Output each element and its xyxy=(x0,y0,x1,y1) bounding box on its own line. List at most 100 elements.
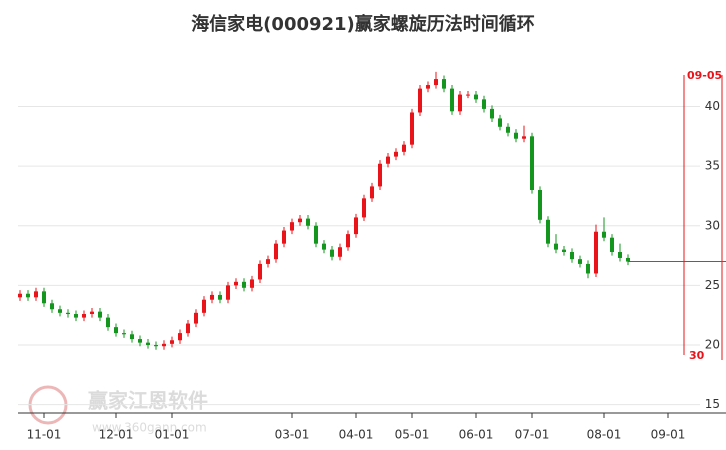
candle-body xyxy=(426,85,430,89)
candle-body xyxy=(402,144,406,152)
candle-body xyxy=(194,312,198,324)
candle-body xyxy=(218,294,222,300)
candle-body xyxy=(394,151,398,157)
candle-body xyxy=(450,88,454,112)
candle-body xyxy=(250,279,254,288)
candle-body xyxy=(146,342,150,346)
candle-body xyxy=(170,340,174,344)
y-tick-label: 15 xyxy=(705,397,720,411)
candle-body xyxy=(98,311,102,318)
y-tick-label: 40 xyxy=(705,99,720,113)
candle-body xyxy=(26,293,30,298)
candle-body xyxy=(274,243,278,260)
candle-body xyxy=(114,327,118,334)
y-tick-label: 35 xyxy=(705,159,720,173)
candle-body xyxy=(578,259,582,264)
candle-body xyxy=(554,243,558,250)
watermark-url: www.360gann.com xyxy=(92,421,207,435)
candle-body xyxy=(242,281,246,288)
candle-body xyxy=(546,219,550,244)
candle-body xyxy=(498,118,502,127)
candle-body xyxy=(74,314,78,318)
candle-body xyxy=(138,339,142,343)
candle-body xyxy=(34,291,38,298)
candle-body xyxy=(258,263,262,280)
candle-body xyxy=(626,257,630,262)
candle-body xyxy=(58,309,62,313)
cycle-count: 30 xyxy=(689,349,705,362)
x-tick-label: 06-01 xyxy=(459,428,494,442)
x-tick-label: 01-01 xyxy=(155,428,190,442)
candle-body xyxy=(50,303,54,310)
candle-body xyxy=(106,317,110,328)
candle-body xyxy=(154,345,158,347)
candle-body xyxy=(18,293,22,298)
candle-body xyxy=(594,231,598,274)
x-tick-label: 07-01 xyxy=(515,428,550,442)
candle-body xyxy=(474,94,478,100)
candle-body xyxy=(266,259,270,264)
cycle-date: 09-05 xyxy=(687,69,722,82)
candle-body xyxy=(42,291,46,304)
candle-body xyxy=(314,225,318,244)
candle-body xyxy=(466,94,470,96)
candle-body xyxy=(386,156,390,164)
candle-body xyxy=(586,263,590,274)
candle-body xyxy=(130,334,134,340)
candle-body xyxy=(538,189,542,220)
x-tick-label: 05-01 xyxy=(395,428,430,442)
candle-body xyxy=(490,108,494,119)
x-tick-label: 11-01 xyxy=(27,428,62,442)
candle-body xyxy=(362,198,366,218)
watermark-text: 赢家江恩软件 xyxy=(88,389,208,413)
candle-body xyxy=(610,237,614,253)
candle-body xyxy=(442,79,446,89)
candle-body xyxy=(618,252,622,258)
x-tick-label: 09-01 xyxy=(651,428,686,442)
candle-body xyxy=(522,136,526,139)
candle-body xyxy=(90,311,94,315)
candle-body xyxy=(162,343,166,347)
candle-body xyxy=(298,218,302,223)
candle-body xyxy=(322,243,326,250)
candle-body xyxy=(178,333,182,341)
candle-body xyxy=(370,186,374,199)
candle-body xyxy=(562,249,566,253)
x-tick-label: 08-01 xyxy=(587,428,622,442)
candle-body xyxy=(330,249,334,257)
candle-body xyxy=(514,132,518,139)
candle-body xyxy=(202,299,206,313)
candle-body xyxy=(82,314,86,318)
candle-body xyxy=(458,94,462,112)
y-tick-label: 20 xyxy=(705,338,720,352)
candle-body xyxy=(506,126,510,133)
candle-body xyxy=(434,79,438,86)
candle-body xyxy=(338,247,342,257)
x-tick-label: 12-01 xyxy=(99,428,134,442)
candle-body xyxy=(410,112,414,145)
candle-body xyxy=(122,333,126,335)
y-tick-label: 30 xyxy=(705,218,720,232)
watermark: 赢家江恩软件 www.360gann.com xyxy=(28,385,208,435)
x-tick-label: 03-01 xyxy=(275,428,310,442)
chart-title: 海信家电(000921)赢家螺旋历法时间循环 xyxy=(191,13,535,35)
candle-body xyxy=(66,312,70,315)
x-tick-label: 04-01 xyxy=(339,428,374,442)
candle-body xyxy=(282,230,286,244)
candle-body xyxy=(346,234,350,248)
candle-body xyxy=(226,285,230,300)
candle-body xyxy=(306,218,310,226)
candle-body xyxy=(234,281,238,286)
candle-body xyxy=(530,136,534,190)
candle-body xyxy=(482,99,486,109)
candle-body xyxy=(186,323,190,334)
candle-body xyxy=(602,231,606,238)
candle-body xyxy=(354,217,358,235)
y-tick-label: 25 xyxy=(705,278,720,292)
candle-body xyxy=(290,222,294,231)
candle-body xyxy=(378,163,382,187)
candle-body xyxy=(570,252,574,260)
candle-body xyxy=(418,88,422,113)
candle-body xyxy=(210,294,214,300)
